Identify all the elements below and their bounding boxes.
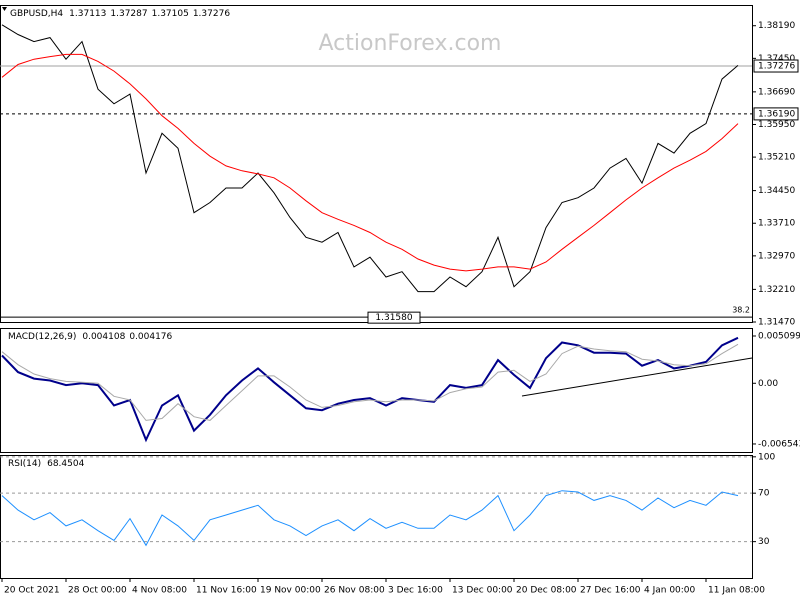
watermark: ActionForex.com <box>319 31 502 56</box>
fib-label: 1.31580 <box>375 313 412 323</box>
fib-level-text: 38.2 <box>732 306 750 315</box>
panel-title: GBPUSD,H4 <box>10 9 63 19</box>
panel-frame <box>0 328 753 453</box>
fib-label-box <box>367 311 421 324</box>
x-tick-label: 11 Nov 16:00 <box>196 586 257 596</box>
panel-header: GBPUSD,H4 1.37113 1.37287 1.37105 1.37276 <box>10 9 230 19</box>
y-tick-label: 1.32210 <box>758 285 795 295</box>
y-tick-label: -0.006543 <box>758 439 800 449</box>
x-tick-label: 3 Dec 16:00 <box>388 586 443 596</box>
header-value: 1.37287 <box>110 9 147 19</box>
y-tick-label: 1.32970 <box>758 251 795 261</box>
header-value: 1.37105 <box>152 9 189 19</box>
y-tick-label: 30 <box>758 537 770 547</box>
panel-header: MACD(12,26,9) 0.004108 0.004176 <box>8 332 173 342</box>
trend-line <box>521 357 753 397</box>
y-tick-label: 70 <box>758 489 770 499</box>
y-tick-label: 1.37450 <box>758 54 795 64</box>
x-tick-label: 27 Dec 16:00 <box>580 586 641 596</box>
x-tick-label: 11 Jan 08:00 <box>708 586 765 596</box>
x-tick-label: 20 Oct 2021 <box>4 586 60 596</box>
x-tick-label: 19 Nov 00:00 <box>260 586 321 596</box>
header-value: 0.004176 <box>129 332 172 342</box>
series-line <box>1 490 739 547</box>
header-value: 0.004108 <box>82 332 125 342</box>
panel-header: RSI(14) 68.4504 <box>8 459 85 469</box>
series-line <box>1 336 739 443</box>
y-tick-label: 100 <box>758 452 775 462</box>
y-tick-label: 1.35210 <box>758 153 795 163</box>
y-tick-label: 1.34450 <box>758 186 795 196</box>
y-tick-label: 1.38190 <box>758 21 795 31</box>
price-label: 1.37276 <box>758 62 795 72</box>
level-label: 1.36190 <box>758 109 795 119</box>
header-arrow <box>2 7 7 11</box>
header-value: 1.37276 <box>193 9 230 19</box>
panel-title: RSI(14) <box>8 459 41 469</box>
series-line <box>1 24 739 293</box>
x-tick-label: 26 Nov 08:00 <box>324 586 385 596</box>
header-value: 1.37113 <box>69 9 106 19</box>
panel-frame <box>0 455 753 579</box>
x-tick-label: 20 Dec 08:00 <box>516 586 577 596</box>
y-tick-label: 0.00 <box>758 379 778 389</box>
y-tick-label: 1.35950 <box>758 120 795 130</box>
x-tick-label: 4 Nov 08:00 <box>132 586 187 596</box>
price-label-box <box>753 59 799 73</box>
x-tick-label: 28 Oct 00:00 <box>68 586 127 596</box>
y-tick-label: 1.36690 <box>758 87 795 97</box>
x-tick-label: 4 Jan 00:00 <box>644 586 696 596</box>
panel-title: MACD(12,26,9) <box>8 332 76 342</box>
y-tick-label: 0.005099 <box>758 331 800 341</box>
y-tick-label: 1.33710 <box>758 219 795 229</box>
y-tick-label: 1.31470 <box>758 318 795 328</box>
level-label-box <box>753 107 799 121</box>
x-tick-label: 13 Dec 00:00 <box>452 586 513 596</box>
series-line <box>1 343 739 421</box>
header-value: 68.4504 <box>47 459 84 469</box>
series-line <box>1 53 739 272</box>
